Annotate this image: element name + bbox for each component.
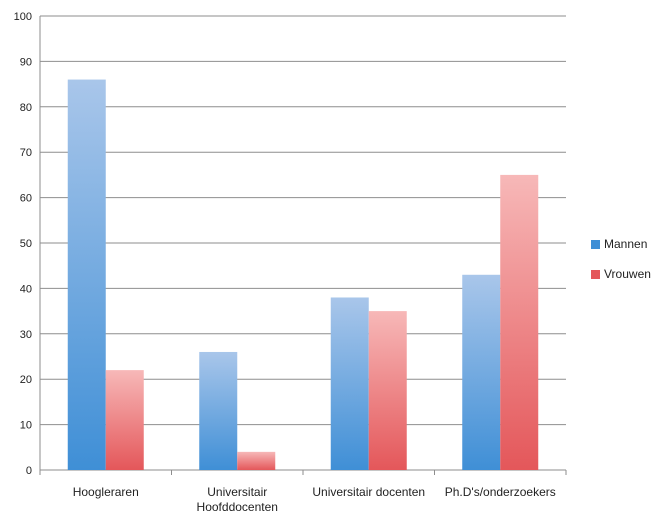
- x-axis-categories: Hoogleraren Universitair Hoofddocenten Univ…: [73, 485, 556, 511]
- bar-vrouwen-4: [500, 174, 539, 470]
- bar-vrouwen-2: [237, 451, 276, 470]
- y-tick-label: 10: [20, 420, 32, 432]
- y-tick-label: 100: [14, 11, 32, 23]
- x-category-label: Universitair docenten: [312, 485, 425, 499]
- legend: Mannen Vrouwen: [591, 237, 651, 281]
- bars: [67, 79, 539, 470]
- y-tick-label: 30: [20, 329, 32, 341]
- y-tick-label: 90: [20, 56, 32, 68]
- legend-label-mannen: Mannen: [604, 237, 647, 251]
- bar-mannen-4: [462, 274, 501, 470]
- x-category-label: Hoogleraren: [73, 485, 139, 499]
- legend-label-vrouwen: Vrouwen: [604, 267, 651, 281]
- bar-vrouwen-1: [105, 370, 144, 470]
- y-tick-label: 80: [20, 102, 32, 114]
- y-tick-label: 70: [20, 147, 32, 159]
- bar-mannen-1: [67, 79, 106, 470]
- bar-mannen-2: [199, 351, 238, 470]
- bar-mannen-3: [330, 297, 369, 470]
- y-tick-label: 0: [26, 465, 32, 477]
- y-tick-label: 60: [20, 193, 32, 205]
- y-tick-label: 20: [20, 374, 32, 386]
- x-category-label: Ph.D's/onderzoekers: [445, 485, 556, 499]
- legend-swatch-mannen: [591, 240, 600, 249]
- y-axis-ticks: 0 10 20 30 40 50 60 70 80 90 100: [14, 11, 32, 477]
- y-tick-label: 40: [20, 283, 32, 295]
- y-tick-label: 50: [20, 238, 32, 250]
- x-category-label: Universitair Hoofddocenten: [197, 485, 278, 511]
- legend-swatch-vrouwen: [591, 270, 600, 279]
- bar-vrouwen-3: [368, 311, 407, 470]
